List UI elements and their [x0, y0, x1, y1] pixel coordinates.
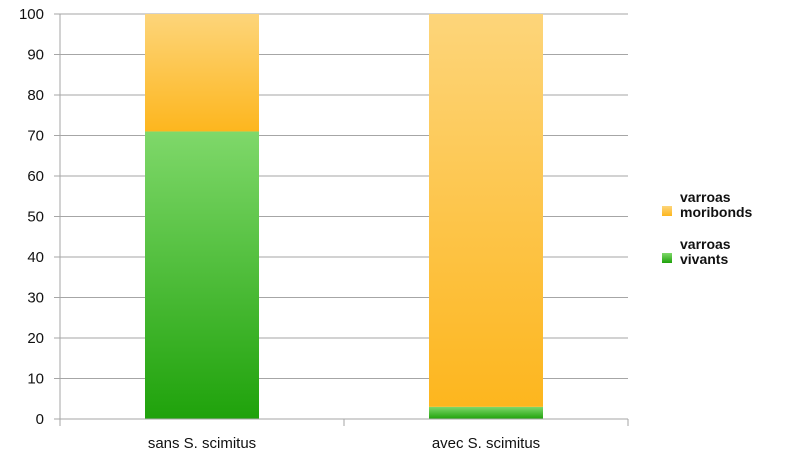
bar-segment-moribonds-avec — [429, 14, 543, 407]
legend-label: vivants — [680, 251, 728, 267]
y-tick-label: 70 — [27, 128, 44, 145]
legend-swatch — [662, 253, 672, 263]
bars — [145, 14, 543, 419]
bar-segment-moribonds-sans — [145, 14, 259, 132]
y-tick-label: 90 — [27, 47, 44, 64]
legend-label: moribonds — [680, 204, 753, 220]
y-tick-label: 10 — [27, 371, 44, 388]
x-category-label: avec S. scimitus — [432, 435, 540, 452]
legend-label: varroas — [680, 236, 731, 252]
bar-segment-vivants-avec — [429, 406, 543, 419]
bar-segment-vivants-sans — [145, 131, 259, 419]
x-category-label: sans S. scimitus — [148, 435, 256, 452]
x-axis: sans S. scimitus avec S. scimitus — [59, 418, 629, 452]
y-axis: 0 10 20 30 40 50 60 70 80 90 100 — [19, 6, 61, 428]
y-tick-label: 60 — [27, 168, 44, 185]
y-tick-label: 20 — [27, 330, 44, 347]
y-tick-label: 80 — [27, 87, 44, 104]
y-tick-label: 0 — [36, 411, 44, 428]
y-tick-label: 100 — [19, 6, 44, 23]
legend-label: varroas — [680, 189, 731, 205]
legend-swatch — [662, 206, 672, 216]
y-tick-label: 30 — [27, 290, 44, 307]
y-tick-label: 50 — [27, 209, 44, 226]
y-tick-label: 40 — [27, 249, 44, 266]
